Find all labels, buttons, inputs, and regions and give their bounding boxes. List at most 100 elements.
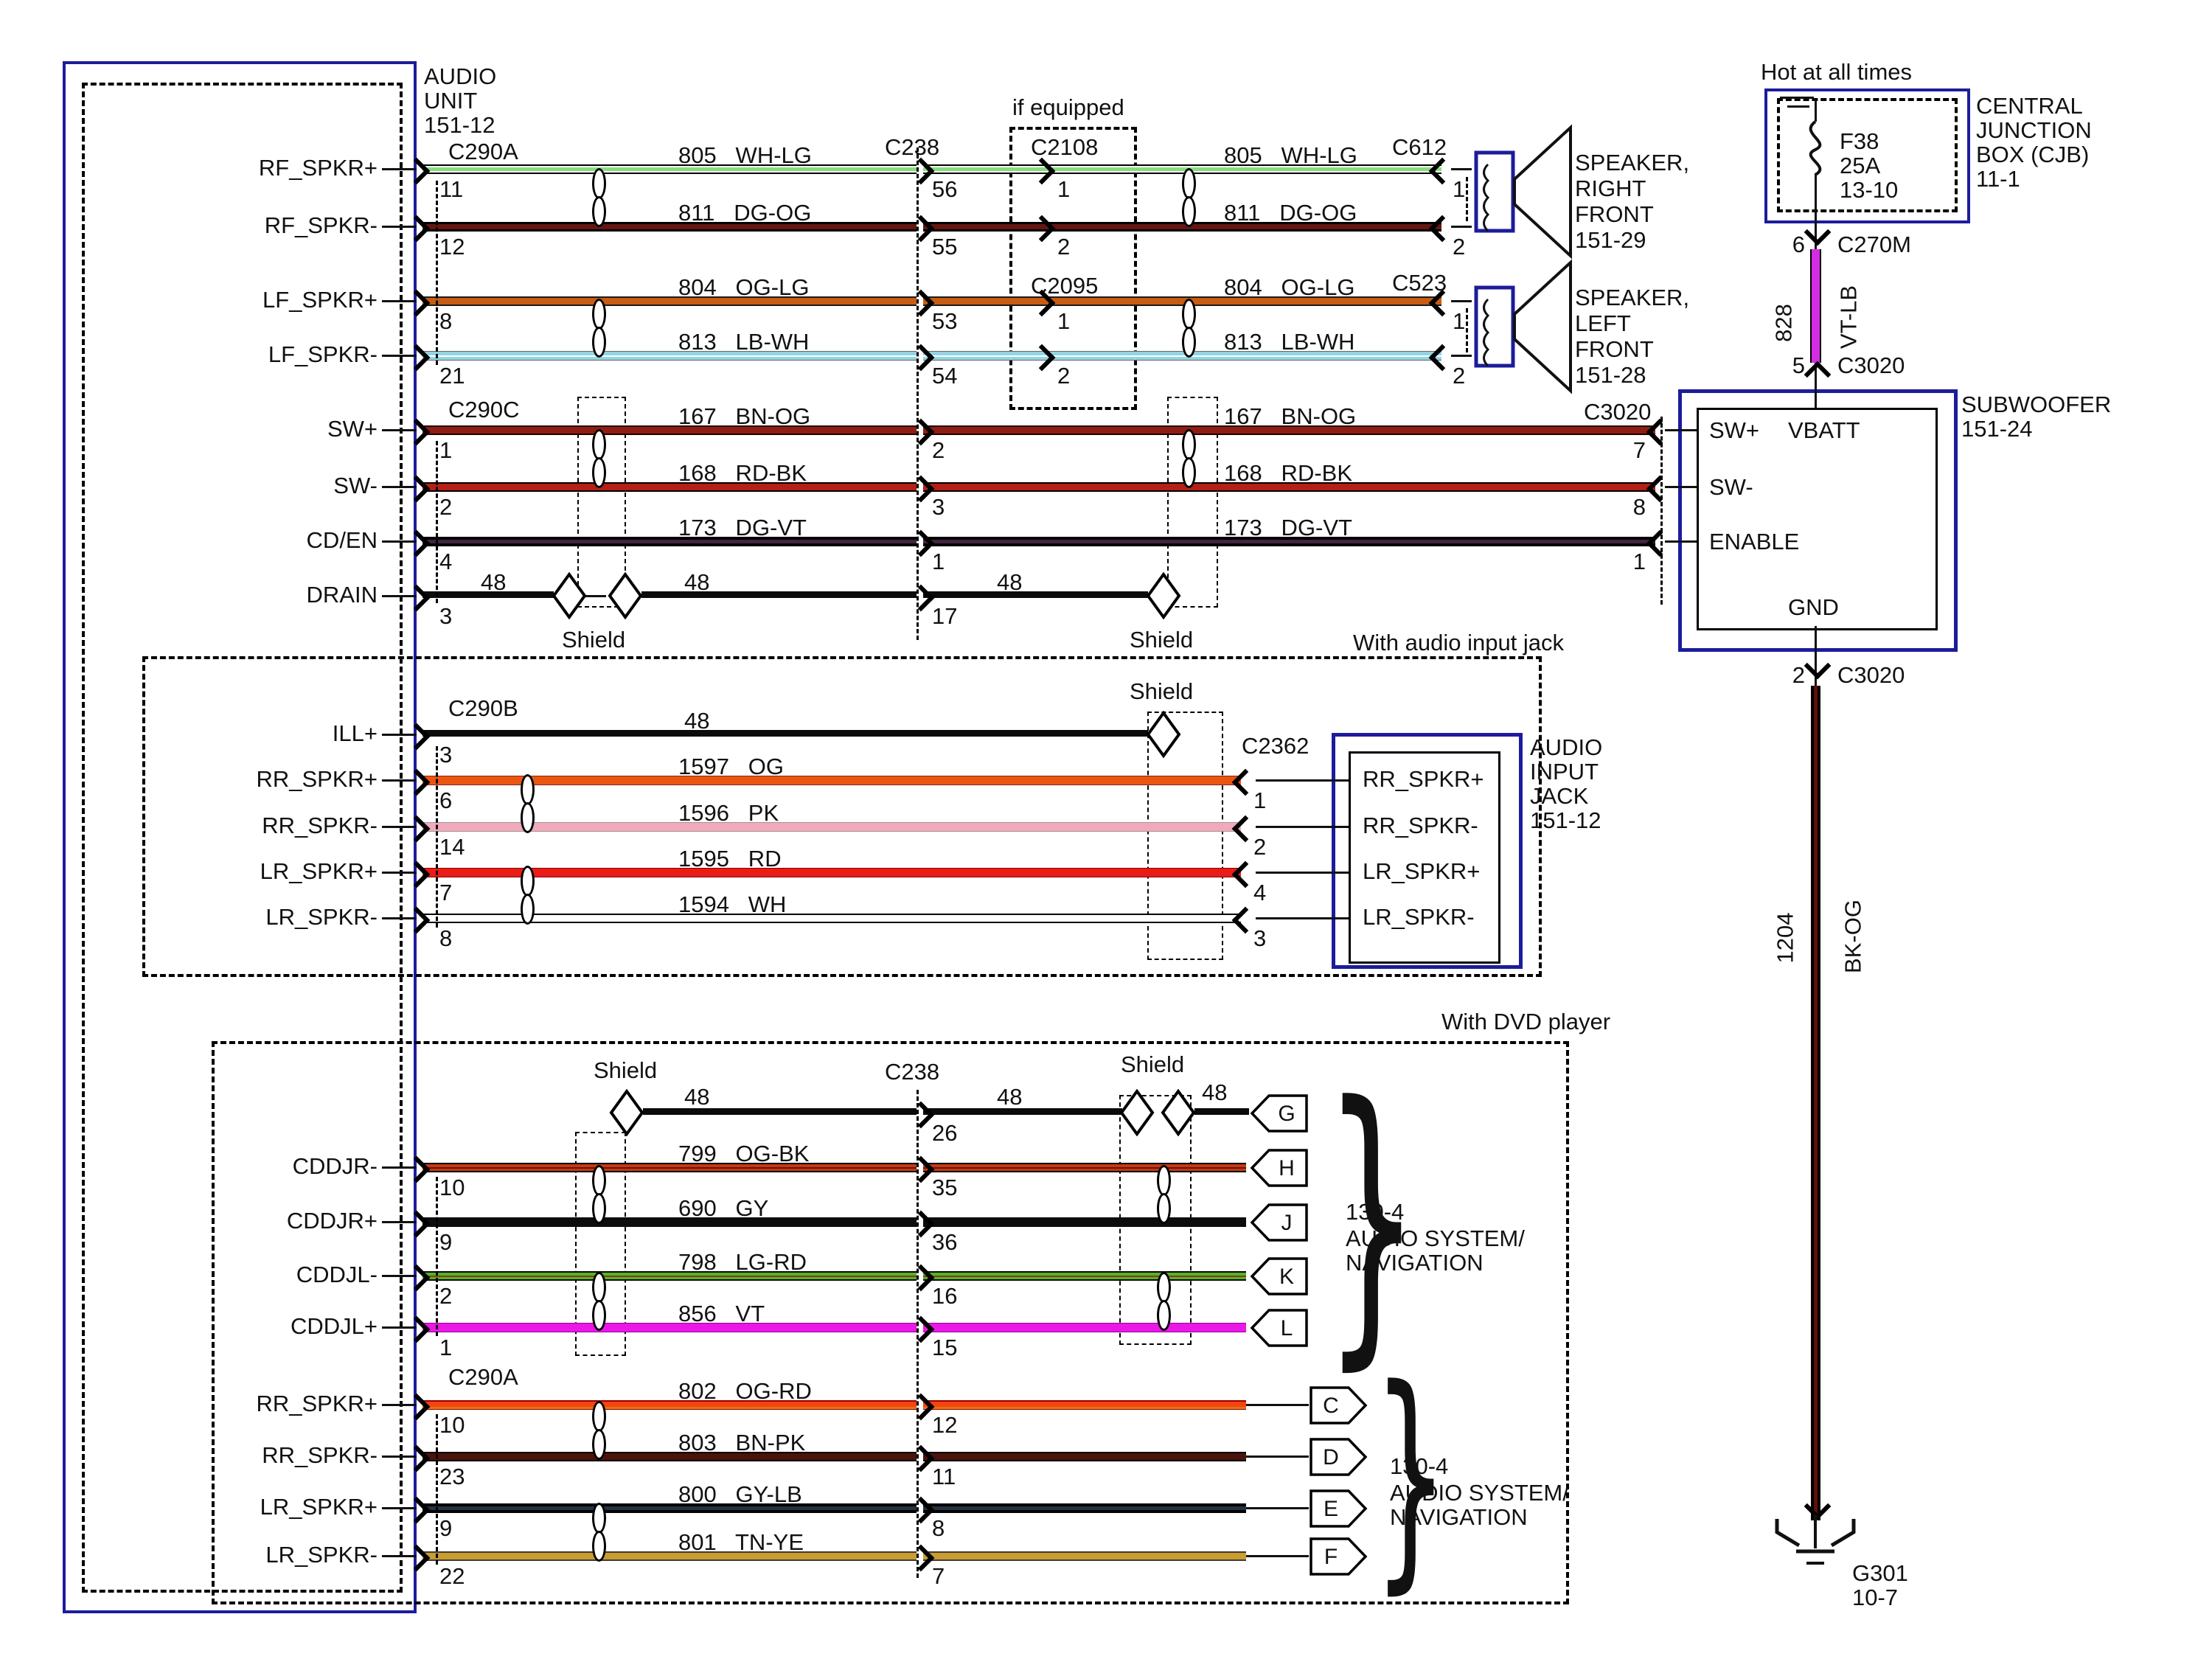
jack-title-4: 151-12: [1530, 807, 1601, 833]
wire-label-1596: 1596 PK: [678, 800, 779, 826]
row-lr-spkr-m2: LR_SPKR-: [265, 1542, 378, 1568]
dvd-section-box: [212, 1041, 1569, 1604]
wire-690-seg1: [422, 1217, 917, 1227]
twisted-pair-icon: [591, 429, 606, 488]
svg-text:H: H: [1279, 1156, 1295, 1180]
connector-line: [382, 429, 417, 431]
wire-1595: [422, 868, 1241, 877]
pin-c290a-12: 12: [439, 234, 465, 260]
pin-c2362-1: 1: [1253, 787, 1267, 813]
sub-pin-vbatt: VBATT: [1788, 417, 1860, 443]
pin-c290a2-9: 9: [439, 1515, 453, 1541]
wire-label-803: 803 BN-PK: [678, 1430, 806, 1455]
pin-c290c-4: 4: [439, 549, 453, 574]
arrow-l: [1428, 157, 1456, 185]
pin-c523-2: 2: [1453, 363, 1466, 389]
pin-c238-55: 55: [932, 234, 958, 260]
cjb-box: [1764, 88, 1970, 223]
connector-line: [382, 486, 417, 488]
pin-c238-15: 15: [932, 1335, 958, 1360]
cjb-label-4: 11-1: [1976, 166, 2020, 192]
pin-dvd-10: 10: [439, 1175, 465, 1200]
connector-line: [382, 872, 417, 874]
wire-label-1597: 1597 OG: [678, 754, 785, 779]
pin-c238-35: 35: [932, 1175, 958, 1200]
shield-sym-6: [1119, 1089, 1155, 1136]
wire-1596: [422, 822, 1241, 832]
wire-label-48-c: 48: [997, 569, 1023, 595]
shield-sym-4: [1146, 711, 1181, 758]
arrow-r: [907, 344, 935, 372]
nav-brace1-1: 130-4: [1346, 1199, 1405, 1225]
pin-c2362-3: 3: [1253, 925, 1267, 951]
pin-sub-7: 7: [1632, 437, 1646, 463]
connector-dashed-line: [1660, 417, 1663, 605]
connector-line: [1665, 486, 1697, 488]
connector-line: [1246, 1455, 1309, 1458]
connector-c290a: C290A: [448, 139, 518, 164]
row-rf-spkr-m: RF_SPKR-: [264, 212, 378, 238]
wire-label-811-l: 811 DG-OG: [678, 200, 812, 226]
wire-167-seg1: [422, 425, 917, 435]
row-lf-spkr-p: LF_SPKR+: [262, 287, 378, 313]
jack-row-rr-m: RR_SPKR-: [1363, 813, 1478, 838]
wire-label-1594: 1594 WH: [678, 891, 787, 917]
pin-c2362-2: 2: [1253, 834, 1267, 860]
wire-173-seg1: [422, 537, 917, 546]
wire-label-48-f: 48: [1202, 1079, 1228, 1105]
row-lr-spkr-m1: LR_SPKR-: [265, 904, 378, 930]
jack-inner-box: [1349, 751, 1500, 964]
pin-c2108-1: 1: [1057, 176, 1071, 202]
wire-label-48-d: 48: [684, 1084, 710, 1110]
twisted-pair-icon: [1156, 1272, 1171, 1331]
connector-line: [1787, 105, 1809, 108]
connector-c270m: C270M: [1837, 232, 1911, 257]
wire-167-seg2: [923, 425, 1655, 435]
connector-c3020-top: C3020: [1837, 352, 1905, 378]
wire-173-seg2: [923, 537, 1655, 546]
connector-dashed-line: [1466, 308, 1468, 352]
arrow-u: [1804, 361, 1832, 389]
audio-unit-box: [63, 61, 417, 1613]
connector-line: [1256, 917, 1349, 919]
connector-line: [382, 1455, 417, 1458]
wire-1597: [422, 776, 1241, 785]
sub-pin-enable: ENABLE: [1709, 529, 1800, 554]
pin-c290a-21: 21: [439, 363, 465, 389]
connector-line: [1256, 779, 1349, 782]
twisted-pair-icon: [1181, 429, 1196, 488]
twisted-pair-icon: [591, 1401, 606, 1460]
brace-audio-nav-2: }: [1373, 1338, 1449, 1614]
wire-813-seg1: [422, 351, 917, 361]
row-lf-spkr-m: LF_SPKR-: [268, 341, 378, 367]
wire-690-seg2: [923, 1217, 1246, 1227]
row-cddjl-p: CDDJL+: [290, 1313, 378, 1339]
twisted-pair-icon: [591, 1165, 606, 1224]
pin-c3020-2: 2: [1792, 662, 1805, 688]
speaker-rf-2: RIGHT: [1575, 175, 1646, 201]
pin-c238-7: 7: [932, 1563, 945, 1589]
connector-dashed-line: [917, 1090, 919, 1578]
pin-c612-1: 1: [1453, 176, 1466, 202]
wire-label-167-r: 167 BN-OG: [1224, 403, 1357, 429]
wire-813-seg2: [923, 351, 1441, 361]
arrow-l: [1646, 529, 1674, 557]
svg-text:J: J: [1281, 1211, 1293, 1235]
connector-line: [382, 1221, 417, 1223]
svg-text:K: K: [1279, 1265, 1294, 1289]
wire-label-799: 799 OG-BK: [678, 1141, 810, 1166]
wire-label-811-r: 811 DG-OG: [1224, 200, 1357, 226]
row-sw-p: SW+: [327, 416, 378, 442]
connector-line: [1246, 1404, 1309, 1406]
connector-line: [382, 540, 417, 543]
wire-1204-color: BK-OG: [1840, 900, 1866, 973]
twisted-pair-icon: [591, 168, 606, 227]
subwoofer-inner-box: [1697, 408, 1938, 630]
circuit-tag-C: C: [1310, 1386, 1368, 1425]
wire-label-800: 800 GY-LB: [678, 1481, 802, 1507]
pin-c238-54: 54: [932, 363, 958, 389]
shield-sym-5: [609, 1089, 644, 1136]
pin-c238-12: 12: [932, 1412, 958, 1438]
row-rr-spkr-m1: RR_SPKR-: [262, 813, 378, 838]
pin-c238-53: 53: [932, 308, 958, 334]
